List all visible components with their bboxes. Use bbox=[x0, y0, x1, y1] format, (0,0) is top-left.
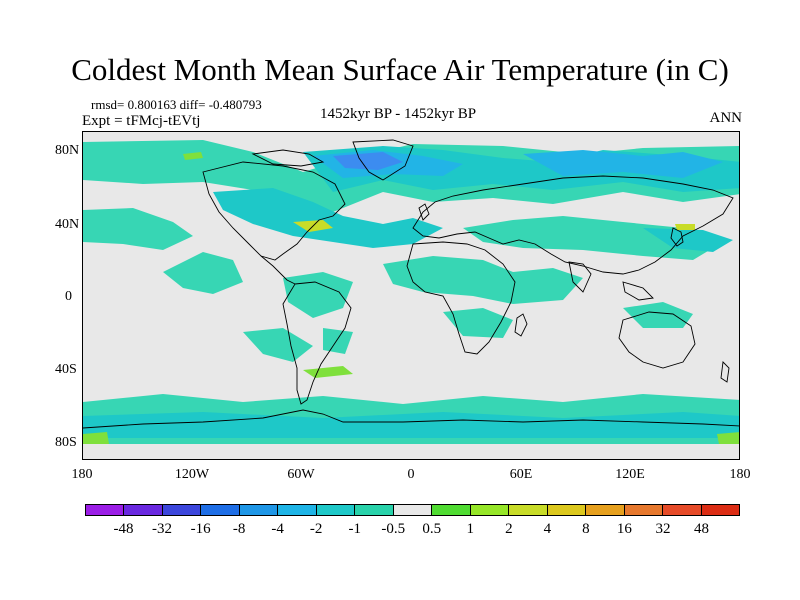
coastline bbox=[618, 311, 696, 369]
lon-tick-label: 60W bbox=[287, 467, 315, 482]
colorbar-tick-label: -16 bbox=[190, 521, 211, 537]
colorbar-tick-label: 0.5 bbox=[422, 521, 442, 537]
coastline bbox=[260, 255, 296, 285]
coastline bbox=[83, 409, 739, 429]
colorbar-tick-label: 4 bbox=[543, 521, 552, 537]
colorbar-tick-label: -32 bbox=[152, 521, 173, 537]
colorbar-tick-label: -0.5 bbox=[381, 521, 406, 537]
colorbar-tick-label: 48 bbox=[693, 521, 709, 537]
anomaly-region bbox=[243, 328, 313, 362]
coastline bbox=[514, 313, 528, 337]
anomaly-region bbox=[183, 152, 203, 160]
lat-tick-label: 80N bbox=[55, 143, 80, 158]
colorbar-swatch bbox=[124, 505, 163, 515]
colorbar-tick-label: -2 bbox=[309, 521, 323, 537]
coastline bbox=[670, 227, 684, 247]
coastline bbox=[251, 149, 325, 167]
colorbar-tick-label: -8 bbox=[232, 521, 246, 537]
season-label: ANN bbox=[709, 110, 743, 126]
lat-tick-label: 80S bbox=[55, 435, 77, 450]
colorbar-tick-label: 2 bbox=[505, 521, 513, 537]
lat-tick-label: 40S bbox=[55, 362, 77, 377]
colorbar-swatch bbox=[624, 505, 664, 515]
colorbar-tick-label: 1 bbox=[466, 521, 475, 537]
experiment-label: Expt = tFMcj-tEVtj bbox=[82, 113, 201, 129]
lon-tick-label: 0 bbox=[407, 467, 415, 482]
colorbar-swatch bbox=[278, 505, 317, 515]
colorbar-swatch bbox=[393, 505, 433, 515]
anomaly-region bbox=[303, 366, 353, 378]
lon-tick-label: 120W bbox=[174, 467, 210, 482]
lat-tick-label: 40N bbox=[55, 217, 80, 232]
colorbar-swatch bbox=[316, 505, 356, 515]
coastline bbox=[418, 203, 430, 221]
anomaly-region bbox=[675, 224, 695, 230]
map-plot-area bbox=[82, 131, 740, 460]
coastline bbox=[352, 139, 414, 181]
colorbar-swatch bbox=[239, 505, 279, 515]
anomaly-region bbox=[83, 432, 109, 444]
colorbar-tick-label: -1 bbox=[348, 521, 361, 537]
coastline bbox=[282, 281, 352, 405]
anomaly-region bbox=[83, 208, 193, 250]
period-label: 1452kyr BP - 1452kyr BP bbox=[320, 106, 477, 122]
coastline bbox=[406, 241, 516, 355]
lon-tick-label: 180 bbox=[729, 467, 751, 482]
colorbar-tick-label: 16 bbox=[616, 521, 632, 537]
anomaly-fill-layer bbox=[83, 140, 739, 444]
lat-tick-label: 0 bbox=[65, 289, 72, 304]
colorbar-swatch bbox=[432, 505, 471, 515]
coastline-layer bbox=[83, 139, 739, 429]
colorbar-swatch bbox=[586, 505, 625, 515]
anomaly-region bbox=[163, 252, 243, 294]
anomaly-region bbox=[523, 150, 723, 178]
stats-label: rmsd= 0.800163 diff= -0.480793 bbox=[91, 97, 262, 112]
colorbar-swatch bbox=[355, 505, 394, 515]
colorbar bbox=[85, 504, 740, 516]
coastline bbox=[202, 161, 346, 261]
coastline bbox=[568, 261, 592, 293]
lon-tick-label: 60E bbox=[509, 467, 533, 482]
temperature-anomaly-map bbox=[83, 139, 739, 444]
anomaly-region bbox=[213, 188, 443, 248]
anomaly-region bbox=[283, 272, 353, 318]
anomaly-region bbox=[323, 328, 353, 354]
colorbar-swatch bbox=[201, 505, 240, 515]
colorbar-swatch bbox=[701, 505, 739, 515]
lon-tick-label: 120E bbox=[615, 467, 645, 482]
coastline bbox=[412, 175, 734, 275]
anomaly-region bbox=[463, 216, 723, 260]
colorbar-swatch bbox=[86, 505, 125, 515]
colorbar-swatch bbox=[162, 505, 202, 515]
colorbar-tick-label: 32 bbox=[655, 521, 671, 537]
anomaly-region bbox=[83, 412, 739, 438]
colorbar-swatch bbox=[509, 505, 548, 515]
anomaly-region bbox=[333, 152, 403, 170]
anomaly-region bbox=[717, 432, 739, 444]
anomaly-region bbox=[443, 308, 513, 338]
colorbar-tick-label: 8 bbox=[582, 521, 590, 537]
colorbar-tick-label: -48 bbox=[113, 521, 134, 537]
anomaly-region bbox=[383, 256, 583, 304]
map-title: Coldest Month Mean Surface Air Temperatu… bbox=[71, 52, 729, 87]
anomaly-region bbox=[623, 302, 693, 328]
coastline bbox=[622, 281, 654, 301]
lon-tick-label: 180 bbox=[71, 467, 93, 482]
colorbar-swatch bbox=[663, 505, 702, 515]
colorbar-tick-label: -4 bbox=[271, 521, 284, 537]
colorbar-swatch bbox=[470, 505, 510, 515]
colorbar-swatch bbox=[547, 505, 587, 515]
anomaly-region bbox=[643, 228, 733, 252]
coastline bbox=[720, 361, 730, 383]
